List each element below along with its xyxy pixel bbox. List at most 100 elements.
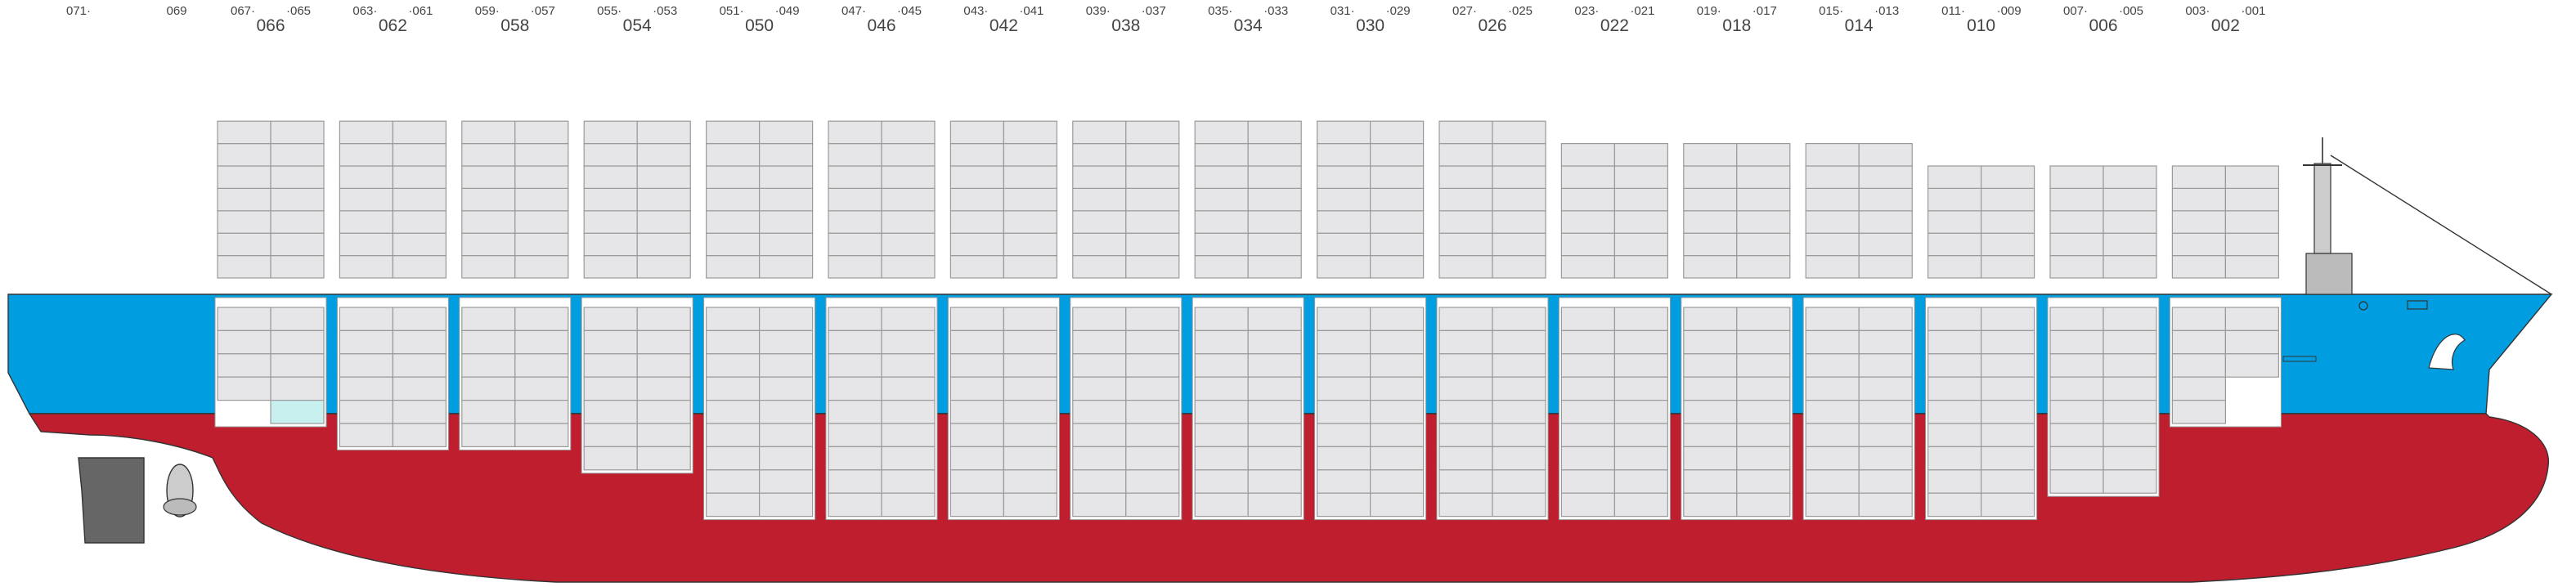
deck-container bbox=[636, 232, 691, 257]
hold-container bbox=[1125, 307, 1180, 331]
bay-fore-label: 067· bbox=[231, 4, 255, 18]
deck-container bbox=[949, 120, 1005, 145]
deck-container bbox=[461, 143, 516, 167]
bay-fore-label: 003· bbox=[2185, 4, 2210, 18]
forestay bbox=[2330, 155, 2552, 295]
hold-container bbox=[1560, 353, 1616, 378]
bay-aft-label: ·037 bbox=[1142, 4, 1166, 18]
deck-container bbox=[583, 232, 638, 257]
hold-container bbox=[2171, 376, 2226, 401]
deck-container bbox=[1247, 143, 1302, 167]
hold-container bbox=[949, 329, 1005, 355]
deck-container bbox=[1805, 143, 1860, 167]
bay-number: 010 bbox=[1967, 16, 1995, 35]
deck-container bbox=[339, 255, 393, 279]
deck-container bbox=[2171, 187, 2226, 212]
bay-number: 062 bbox=[379, 16, 407, 35]
hold-container bbox=[758, 376, 814, 401]
deck-container bbox=[2103, 165, 2157, 189]
bay-number: 058 bbox=[500, 16, 529, 35]
hold-container bbox=[636, 400, 691, 424]
bay-aft-label: ·041 bbox=[1019, 4, 1043, 18]
deck-container bbox=[881, 232, 936, 257]
hold-container bbox=[636, 329, 691, 355]
hold-container bbox=[1928, 446, 1982, 471]
hold-container bbox=[1369, 307, 1425, 331]
hold-container bbox=[881, 329, 936, 355]
deck-container bbox=[705, 232, 761, 257]
deck-container bbox=[392, 187, 447, 212]
deck-container bbox=[514, 255, 569, 279]
hold-container bbox=[1125, 446, 1180, 471]
hold-container bbox=[1736, 469, 1791, 494]
deck-container bbox=[461, 120, 516, 145]
hold-container bbox=[514, 329, 569, 355]
deck-container bbox=[1928, 232, 1982, 257]
hold-container bbox=[758, 329, 814, 355]
hold-container bbox=[881, 446, 936, 471]
deck-container bbox=[1736, 143, 1791, 167]
hold-container bbox=[1369, 469, 1425, 494]
deck-container bbox=[2171, 210, 2226, 234]
deck-container bbox=[1369, 165, 1425, 189]
hold-container bbox=[828, 376, 882, 401]
hold-container bbox=[881, 469, 936, 494]
mast bbox=[2313, 163, 2331, 254]
hold-container bbox=[949, 400, 1005, 424]
deck-container bbox=[1492, 210, 1546, 234]
hold-container bbox=[1438, 423, 1493, 447]
deck-container bbox=[1125, 210, 1180, 234]
deck-container bbox=[1736, 255, 1791, 279]
deck-container bbox=[583, 120, 638, 145]
hold-container bbox=[705, 423, 761, 447]
hold-container bbox=[461, 423, 516, 447]
deck-container bbox=[1003, 187, 1058, 212]
hold-container bbox=[1247, 353, 1302, 378]
hold-container bbox=[1125, 353, 1180, 378]
deck-container bbox=[2224, 232, 2279, 257]
hold-container bbox=[339, 423, 393, 447]
deck-container bbox=[1613, 210, 1669, 234]
deck-container bbox=[705, 255, 761, 279]
deck-container bbox=[1072, 210, 1127, 234]
bay-fore-label: 047· bbox=[841, 4, 866, 18]
deck-container bbox=[1072, 255, 1127, 279]
deck-container bbox=[514, 165, 569, 189]
bay-aft-label: ·057 bbox=[531, 4, 555, 18]
hold-container bbox=[1928, 469, 1982, 494]
hold-container bbox=[1492, 376, 1546, 401]
deck-container bbox=[758, 143, 814, 167]
hold-container bbox=[461, 400, 516, 424]
deck-container bbox=[1683, 232, 1738, 257]
deck-container bbox=[1683, 187, 1738, 212]
hold-container bbox=[636, 376, 691, 401]
bay-aft-label: ·017 bbox=[1752, 4, 1777, 18]
hold-container bbox=[1560, 469, 1616, 494]
hold-container bbox=[1072, 423, 1127, 447]
deck-container bbox=[949, 232, 1005, 257]
hold-container bbox=[881, 423, 936, 447]
propeller-blade bbox=[163, 498, 197, 516]
hold-container bbox=[1560, 376, 1616, 401]
deck-container bbox=[1492, 187, 1546, 212]
hold-container bbox=[1369, 423, 1425, 447]
hold-container bbox=[1736, 376, 1791, 401]
deck-container bbox=[270, 232, 325, 257]
hold-container bbox=[1736, 446, 1791, 471]
deck-container bbox=[1247, 255, 1302, 279]
deck-container bbox=[1072, 165, 1127, 189]
deck-container bbox=[1316, 120, 1371, 145]
bay-aft-label: ·001 bbox=[2241, 4, 2265, 18]
deck-container bbox=[392, 120, 447, 145]
hold-container bbox=[1683, 400, 1738, 424]
hold-container bbox=[217, 329, 272, 355]
deck-container bbox=[949, 143, 1005, 167]
deck-container bbox=[2049, 210, 2104, 234]
bay-fore-label: 007· bbox=[2063, 4, 2088, 18]
deck-container bbox=[1072, 120, 1127, 145]
hold-container bbox=[270, 329, 325, 355]
hold-container bbox=[881, 400, 936, 424]
deck-container bbox=[1438, 232, 1493, 257]
hold-container bbox=[392, 307, 447, 331]
deck-container bbox=[2103, 255, 2157, 279]
